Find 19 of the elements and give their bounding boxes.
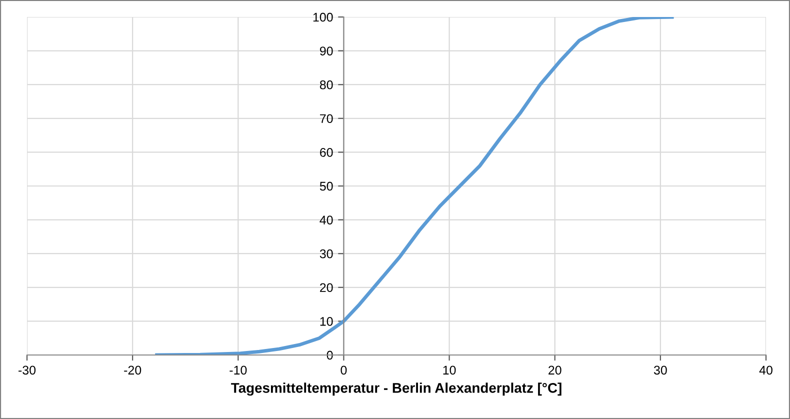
x-tick-label: 0 — [340, 366, 347, 375]
y-tick-label: 80 — [320, 80, 333, 90]
y-tick-label: 50 — [320, 182, 333, 191]
y-tick-label: 40 — [320, 216, 333, 224]
y-tick-label: 10 — [320, 317, 333, 326]
x-tick-label: 40 — [759, 366, 772, 375]
y-tick-label: 30 — [320, 249, 333, 258]
x-tick-label: 10 — [443, 366, 456, 375]
y-tick-label: 20 — [320, 283, 333, 292]
y-tick-label: 70 — [320, 114, 333, 124]
x-tick-label: -10 — [230, 366, 247, 375]
x-tick-label: 20 — [548, 366, 562, 375]
x-tick-label: -20 — [124, 366, 142, 375]
y-tick-label: 60 — [320, 148, 333, 157]
y-tick-label: 90 — [320, 46, 333, 56]
y-tick-label: 100 — [313, 12, 333, 22]
x-tick-label: -30 — [18, 366, 36, 375]
x-tick-label: 30 — [654, 366, 667, 375]
x-axis-title: Tagesmitteltemperatur - Berlin Alexanderplatz [°C] — [231, 382, 562, 396]
